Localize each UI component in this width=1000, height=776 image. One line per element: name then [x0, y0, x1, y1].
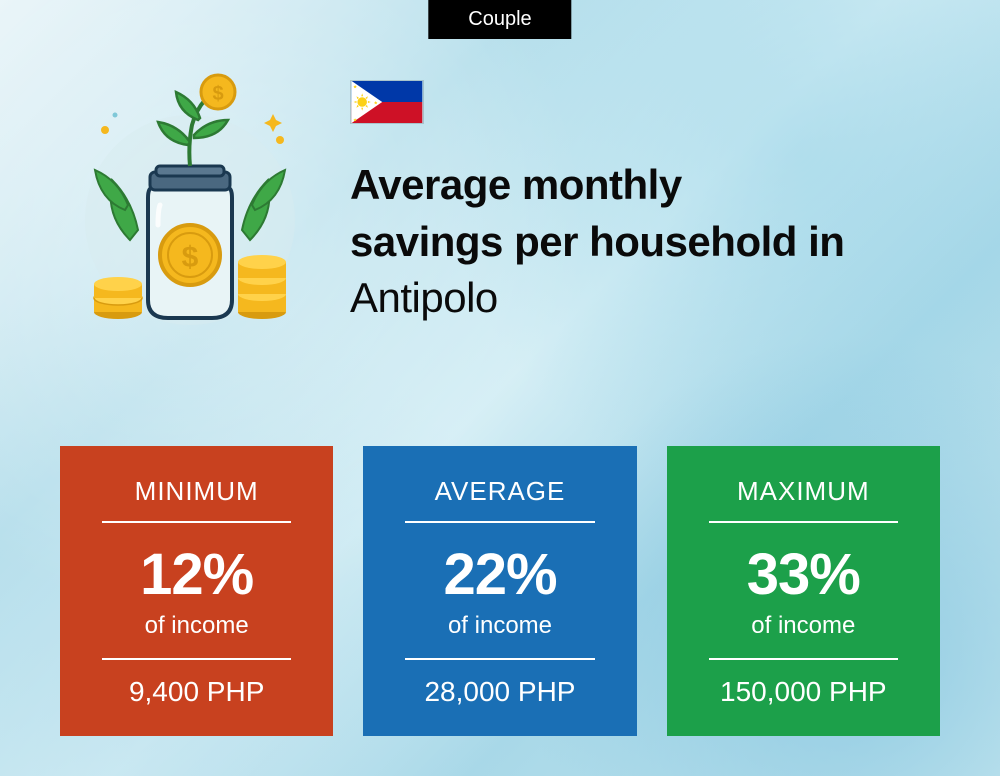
- divider: [102, 521, 291, 523]
- svg-text:$: $: [182, 241, 199, 274]
- category-label: Couple: [428, 0, 571, 39]
- card-percent: 33%: [691, 541, 916, 608]
- card-maximum: MAXIMUM 33% of income 150,000 PHP: [667, 446, 940, 736]
- savings-jar-illustration: $ $: [70, 70, 310, 330]
- card-sub: of income: [387, 612, 612, 640]
- card-sub: of income: [691, 612, 916, 640]
- title-line-2: savings per household in: [350, 218, 844, 265]
- divider: [709, 658, 898, 660]
- city-name: Antipolo: [350, 274, 498, 321]
- stats-cards: MINIMUM 12% of income 9,400 PHP AVERAGE …: [60, 446, 940, 736]
- card-label: MINIMUM: [84, 476, 309, 507]
- divider: [102, 658, 291, 660]
- card-sub: of income: [84, 612, 309, 640]
- card-minimum: MINIMUM 12% of income 9,400 PHP: [60, 446, 333, 736]
- page-title: Average monthly savings per household in…: [350, 157, 940, 327]
- header: $ $ Averag: [70, 70, 940, 330]
- card-amount: 28,000 PHP: [387, 676, 612, 708]
- divider: [709, 521, 898, 523]
- card-label: MAXIMUM: [691, 476, 916, 507]
- svg-text:$: $: [212, 83, 223, 105]
- card-percent: 22%: [387, 541, 612, 608]
- card-percent: 12%: [84, 541, 309, 608]
- philippines-flag-icon: [350, 80, 424, 124]
- divider: [405, 521, 594, 523]
- card-average: AVERAGE 22% of income 28,000 PHP: [363, 446, 636, 736]
- header-text: Average monthly savings per household in…: [350, 70, 940, 327]
- title-line-1: Average monthly: [350, 161, 682, 208]
- card-amount: 150,000 PHP: [691, 676, 916, 708]
- card-label: AVERAGE: [387, 476, 612, 507]
- card-amount: 9,400 PHP: [84, 676, 309, 708]
- divider: [405, 658, 594, 660]
